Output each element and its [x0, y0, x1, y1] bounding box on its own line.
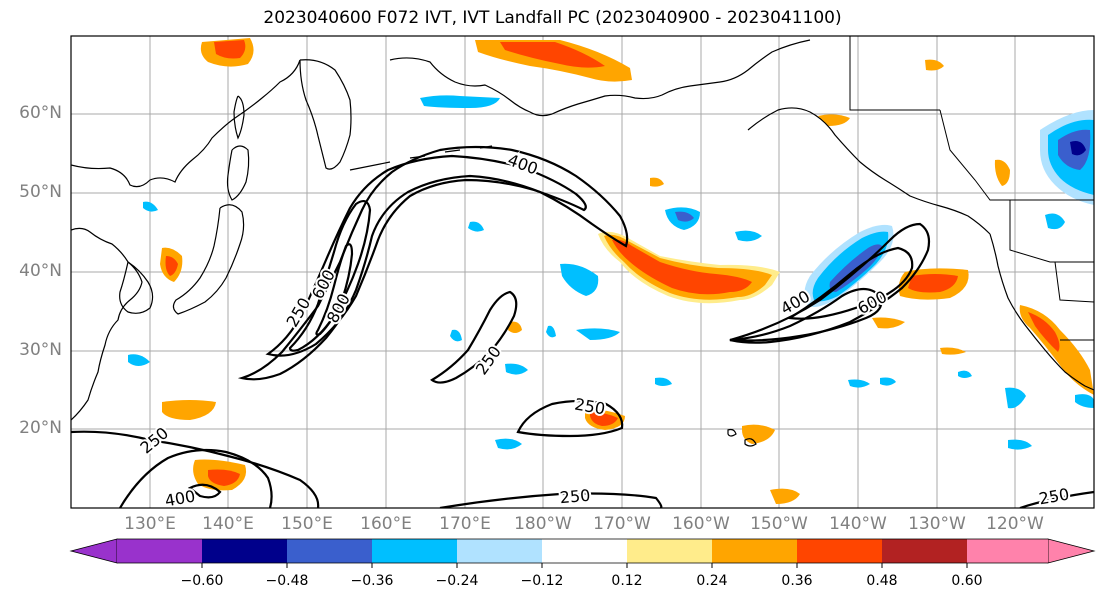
- colorbar-tick-label: −0.24: [435, 573, 479, 589]
- patch-alaska-north: [475, 40, 632, 82]
- lon-label: 130°W: [908, 514, 966, 534]
- colorbar-segment: [457, 539, 542, 563]
- colorbar-segment: [542, 539, 627, 563]
- lon-label: 160°E: [360, 514, 412, 534]
- lon-label: 140°W: [829, 514, 887, 534]
- ivt-contours: [71, 145, 1094, 508]
- coastlines: [71, 39, 1094, 447]
- colorbar-tick-label: 0.12: [611, 573, 643, 589]
- colorbar-extend-high: [1047, 538, 1096, 564]
- colorbar-tick-label: 0.48: [866, 573, 898, 589]
- colorbar-segment: [372, 539, 457, 563]
- contour-west-jet-400: [265, 154, 587, 357]
- colorbar-segment: [117, 539, 202, 563]
- patch-west-subtropics: [160, 247, 247, 491]
- colorbar-tick-label: −0.36: [350, 573, 394, 589]
- lon-label: 170°E: [439, 514, 491, 534]
- lon-label: 170°W: [593, 514, 651, 534]
- patch-gulf-of-alaska-south: [598, 231, 780, 304]
- map-title: 2023040600 F072 IVT, IVT Landfall PC (20…: [263, 8, 842, 28]
- lon-label: 130°E: [124, 514, 176, 534]
- patch-canada-negative: [1040, 110, 1094, 205]
- patch-small-negative: [128, 95, 1094, 450]
- patch-east-pacific: [898, 268, 969, 300]
- contour-west-jet-600: [288, 200, 372, 352]
- colorbar-tick-label: −0.12: [520, 573, 564, 589]
- lat-label: 20°N: [19, 418, 62, 438]
- colorbar-tick-label: 0.24: [696, 573, 728, 589]
- lon-label: 180°W: [514, 514, 572, 534]
- gridlines: [71, 36, 1094, 508]
- patch-baja-coast: [1019, 305, 1094, 395]
- colorbar-tick-label: 0.60: [951, 573, 983, 589]
- colorbar-segment: [287, 539, 372, 563]
- contour-east-jet-400: [729, 222, 931, 344]
- colorbar-segment: [712, 539, 797, 563]
- colorbar-tick-label: −0.60: [180, 573, 224, 589]
- negative-anomaly-patches: [128, 95, 1094, 450]
- lat-label: 30°N: [19, 340, 62, 360]
- lat-label: 50°N: [19, 182, 62, 202]
- lon-label: 140°E: [202, 514, 254, 534]
- colorbar-segment: [882, 539, 967, 563]
- contour-subtropics-250: [71, 399, 1094, 508]
- lon-label: 150°E: [281, 514, 333, 534]
- lon-label: 120°W: [986, 514, 1044, 534]
- lat-label: 40°N: [19, 261, 62, 281]
- political-borders: [849, 36, 1094, 341]
- colorbar-segment: [627, 539, 712, 563]
- lon-label: 160°W: [672, 514, 730, 534]
- colorbar-segment: [797, 539, 882, 563]
- patch-top-left: [200, 38, 254, 67]
- contour-west-jet-800: [315, 243, 354, 336]
- lat-label: 60°N: [19, 103, 62, 123]
- colorbar-tick-label: 0.36: [781, 573, 813, 589]
- positive-anomaly-patches: [160, 38, 1094, 504]
- colorbar: [69, 538, 1096, 568]
- contour-central-250: [430, 290, 518, 384]
- map-frame: [70, 35, 1095, 509]
- colorbar-extend-low: [69, 538, 118, 564]
- colorbar-tick-label: −0.48: [265, 573, 309, 589]
- contour-east-jet-600: [786, 246, 914, 320]
- contour-label: 250: [559, 486, 591, 508]
- lon-label: 150°W: [750, 514, 808, 534]
- colorbar-segment: [967, 539, 1048, 563]
- colorbar-segment: [202, 539, 287, 563]
